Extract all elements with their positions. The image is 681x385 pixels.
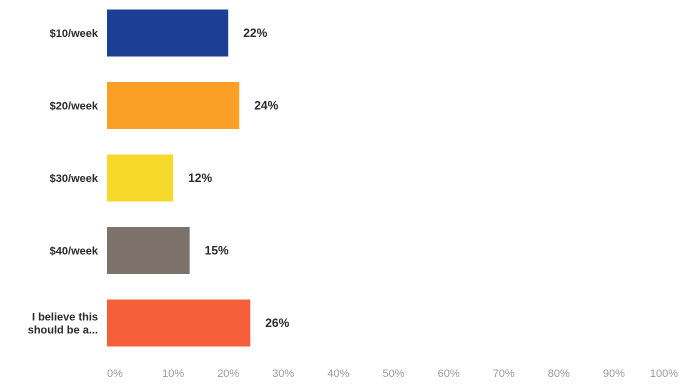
x-tick-label: 100%	[650, 368, 678, 380]
data-label-5: 26%	[265, 316, 289, 330]
x-tick-label: 70%	[493, 368, 515, 380]
bar-3	[107, 154, 174, 202]
x-tick-label: 0%	[107, 368, 123, 380]
bars-group	[107, 9, 251, 347]
category-label-line: I believe this	[32, 312, 98, 324]
bar-5	[107, 299, 251, 347]
x-tick-label: 90%	[603, 368, 625, 380]
category-label-1: $10/week	[50, 28, 99, 40]
x-tick-label: 30%	[272, 368, 294, 380]
data-label-3: 12%	[188, 171, 212, 185]
x-tick-label: 80%	[548, 368, 570, 380]
x-tick-label: 40%	[327, 368, 349, 380]
category-label-line: $20/week	[50, 101, 99, 113]
category-labels: $10/week $20/week $30/week $40/week I believ…	[28, 28, 99, 337]
category-label-4: $40/week	[50, 246, 99, 258]
bar-1	[107, 9, 229, 57]
x-tick-label: 50%	[383, 368, 405, 380]
data-label-1: 22%	[243, 26, 267, 40]
x-axis-ticks: 0% 10% 20% 30% 40% 50% 60% 70% 80% 90% 100%	[107, 368, 678, 380]
category-label-5: I believe this should be a...	[28, 312, 98, 337]
data-label-2: 24%	[254, 99, 278, 113]
bar-2	[107, 82, 240, 129]
bar-4	[107, 227, 190, 274]
category-label-line: $40/week	[50, 246, 99, 258]
x-tick-label: 10%	[162, 368, 184, 380]
x-tick-label: 20%	[217, 368, 239, 380]
category-label-2: $20/week	[50, 101, 99, 113]
category-label-3: $30/week	[50, 173, 99, 185]
category-label-line: $10/week	[50, 28, 99, 40]
category-label-line: should be a...	[28, 325, 98, 337]
data-label-4: 15%	[205, 244, 229, 258]
category-label-line: $30/week	[50, 173, 99, 185]
data-labels: 22% 24% 12% 15% 26%	[188, 26, 289, 330]
x-tick-label: 60%	[438, 368, 460, 380]
